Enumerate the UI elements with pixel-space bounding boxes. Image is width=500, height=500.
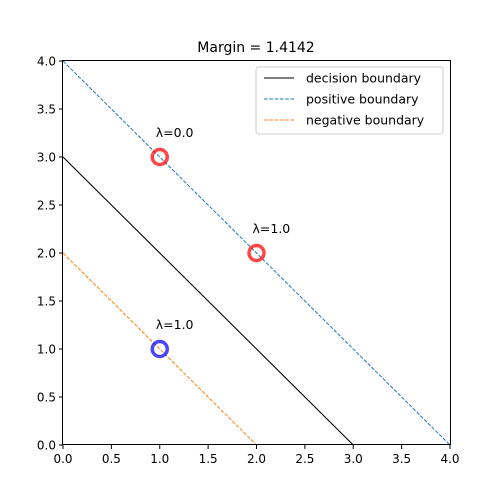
data-point-2	[150, 339, 169, 359]
point-annotation-1: λ=1.0	[253, 221, 291, 236]
legend-label-0: decision boundary	[306, 71, 422, 86]
x-tick-label-4: 2.0	[247, 452, 266, 466]
axis-ticks: 0.0 0.5 1.0 1.5 2.0 2.5 3.0 3.5 4.0 0.0 0.5 1.0 1.5 2…	[37, 55, 460, 467]
y-tick-label-2: 1.0	[37, 343, 56, 357]
x-tick-label-5: 2.5	[295, 452, 314, 466]
y-tick-label-3: 1.5	[37, 295, 56, 309]
point-annotation-2: λ=1.0	[156, 317, 194, 332]
x-tick-label-7: 3.5	[392, 452, 411, 466]
legend-label-1: positive boundary	[306, 92, 419, 107]
x-tick-label-8: 4.0	[440, 452, 459, 466]
legend-box	[255, 66, 444, 135]
legend: decision boundary positive boundary negati…	[255, 66, 444, 135]
y-tick-label-5: 2.5	[37, 199, 56, 213]
y-tick-label-4: 2.0	[37, 247, 56, 261]
series-line-2	[62, 252, 257, 446]
data-point-1	[247, 243, 266, 263]
y-tick-label-0: 0.0	[37, 439, 56, 453]
series-line-0	[62, 156, 354, 446]
legend-label-2: negative boundary	[306, 113, 425, 128]
y-tick-label-1: 0.5	[37, 391, 56, 405]
series-line-1	[62, 60, 451, 446]
x-tick-label-6: 3.0	[344, 452, 363, 466]
chart-title: Margin = 1.4142	[197, 40, 314, 56]
x-tick-label-2: 1.0	[150, 452, 169, 466]
data-point-0	[150, 147, 169, 167]
y-tick-label-7: 3.5	[37, 103, 56, 117]
x-tick-label-1: 0.5	[102, 452, 121, 466]
x-tick-label-0: 0.0	[53, 452, 72, 466]
point-annotation-0: λ=0.0	[156, 125, 194, 140]
x-tick-label-3: 1.5	[199, 452, 218, 466]
y-tick-label-6: 3.0	[37, 151, 56, 165]
plot-marks: λ=0.0 λ=1.0 λ=1.0	[62, 60, 451, 446]
y-tick-label-8: 4.0	[37, 55, 56, 69]
